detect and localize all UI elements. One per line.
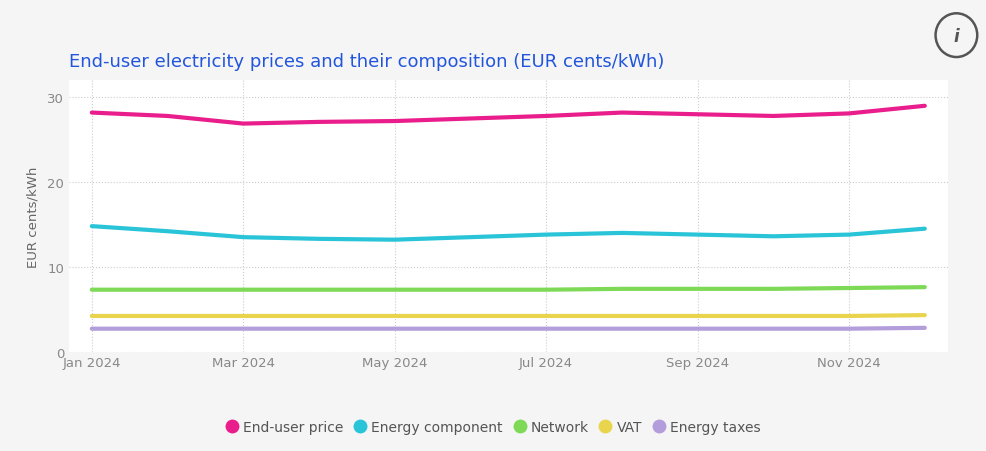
- Legend: End-user price, Energy component, Network, VAT, Energy taxes: End-user price, Energy component, Networ…: [221, 414, 765, 440]
- Y-axis label: EUR cents/kWh: EUR cents/kWh: [26, 166, 39, 267]
- Text: End-user electricity prices and their composition (EUR cents/kWh): End-user electricity prices and their co…: [69, 53, 664, 71]
- Text: i: i: [952, 28, 958, 46]
